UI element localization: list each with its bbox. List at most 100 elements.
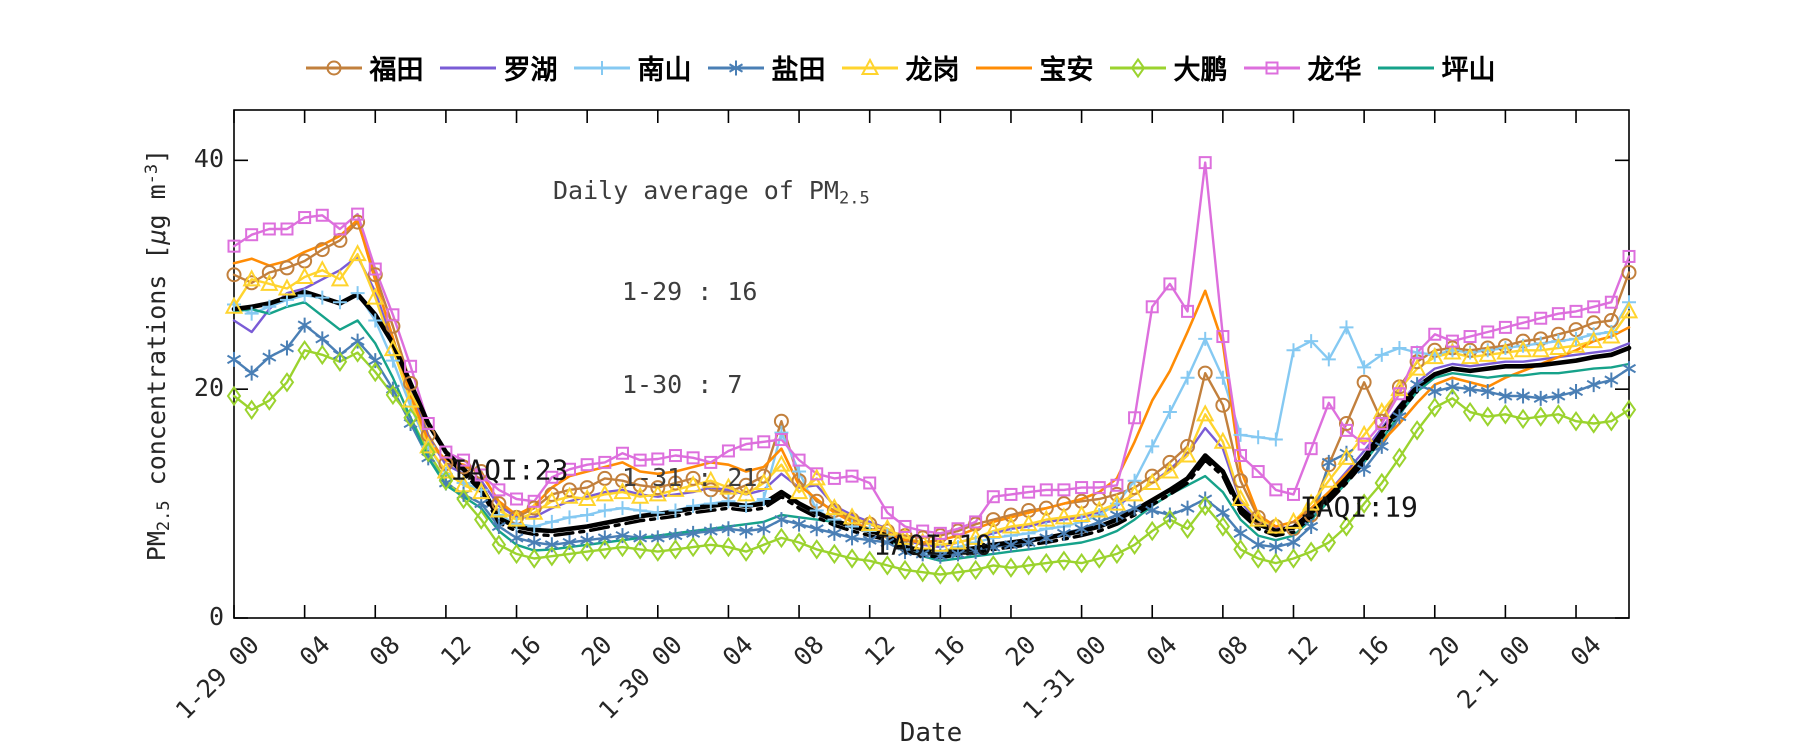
longhua-marker [704, 455, 718, 469]
dapeng-marker [1374, 472, 1390, 494]
dapeng-marker [262, 390, 277, 411]
nanshan-marker [544, 514, 559, 529]
legend-item-longgang: 龙岗 [841, 48, 960, 87]
nanshan-marker [1180, 370, 1195, 385]
dapeng-marker [1109, 543, 1125, 565]
longgang-marker [260, 273, 279, 291]
longhua-marker [1375, 416, 1389, 430]
dapeng-marker [1250, 548, 1266, 569]
futian-marker [544, 486, 560, 502]
dapeng-legend-sample [1109, 57, 1166, 78]
longhua-marker [333, 222, 347, 236]
longhua-marker [563, 462, 577, 476]
longgang-marker [1531, 340, 1550, 358]
longgang-marker [1354, 424, 1374, 442]
y-tick-label: 0 [208, 602, 224, 631]
yantian-marker [1145, 502, 1160, 518]
dapeng-marker [244, 399, 259, 421]
longhua-marker [880, 506, 894, 520]
longhua-marker [527, 494, 541, 508]
longhua-marker [598, 455, 612, 469]
longhua-marker [1392, 387, 1406, 401]
legend-item-baoan: 宝安 [975, 48, 1094, 87]
nanshan-marker [527, 519, 542, 534]
yantian-marker [862, 532, 877, 548]
longhua-marker [633, 453, 647, 467]
yantian-marker [1604, 372, 1619, 388]
yantian-marker [297, 317, 312, 333]
yantian-marker [491, 518, 506, 534]
daily-average-title: Daily average of PM2.5 [553, 176, 870, 208]
dapeng-marker [1568, 410, 1584, 432]
longgang-marker [701, 470, 720, 488]
longgang-marker [1478, 344, 1497, 362]
yantian-marker [1621, 361, 1637, 377]
longgang-marker [1231, 488, 1250, 507]
dapeng-marker [1498, 404, 1513, 425]
dapeng-marker [1533, 406, 1548, 427]
legend-label-luohu: 罗湖 [503, 55, 558, 86]
yantian-marker [279, 340, 294, 356]
longgang-legend-marker [860, 57, 879, 75]
yantian-marker [1445, 379, 1460, 395]
longhua-marker [1498, 320, 1512, 334]
mu-symbol: μ [141, 229, 171, 245]
iaqi-annotation-1: IAQI:23 [450, 453, 569, 487]
dapeng-marker [950, 561, 966, 583]
longgang-marker [1143, 472, 1162, 490]
longgang-marker [683, 475, 703, 493]
longgang-marker [595, 484, 614, 502]
futian-marker [1356, 374, 1372, 390]
dapeng-marker [1356, 493, 1372, 514]
longgang-marker [489, 500, 509, 518]
dapeng-marker [1039, 552, 1054, 574]
longgang-marker [825, 498, 844, 516]
nanshan-marker [1374, 347, 1389, 362]
longhua-marker [1534, 311, 1548, 325]
nanshan-marker [774, 425, 789, 440]
futian-marker [1180, 438, 1196, 454]
legend-item-pingshan: 坪山 [1377, 48, 1496, 87]
pingshan-legend-sample [1377, 66, 1434, 69]
dapeng-marker [1445, 388, 1460, 409]
longgang-marker [560, 486, 579, 504]
longgang-marker [525, 502, 544, 520]
longhua-marker [368, 262, 382, 276]
longhua-marker [1428, 327, 1442, 341]
series-line-nanshan [232, 291, 1631, 556]
futian-legend-marker [326, 60, 341, 75]
longgang-marker [348, 244, 367, 262]
futian-marker [1197, 365, 1213, 381]
nanshan-marker [1392, 340, 1407, 355]
longgang-marker [577, 488, 597, 507]
dapeng-marker [1056, 550, 1072, 572]
futian-marker [614, 473, 630, 489]
longgang-marker [295, 266, 314, 285]
dapeng-marker [1409, 420, 1425, 441]
series-line-pingshan [232, 301, 1631, 562]
longhua-marker [439, 445, 453, 459]
longhua-marker [845, 469, 859, 483]
dapeng-marker [1515, 408, 1531, 430]
yantian-marker [1304, 518, 1319, 534]
yantian-marker [226, 351, 242, 367]
dapeng-marker [597, 539, 613, 560]
futian-marker [261, 264, 277, 280]
dapeng-marker [827, 543, 842, 565]
futian-marker [1003, 507, 1019, 523]
futian-marker [1338, 415, 1354, 431]
yantian-marker [986, 539, 1001, 555]
longhua-marker [1322, 396, 1336, 410]
dapeng-marker [915, 561, 930, 583]
yantian-marker [1374, 438, 1389, 454]
dapeng-marker [1462, 401, 1478, 423]
longgang-marker [1284, 511, 1303, 529]
yantian-marker [1498, 388, 1513, 404]
futian-marker [1233, 473, 1249, 489]
longgang-marker [1037, 509, 1056, 527]
nanshan-marker [756, 492, 771, 507]
longhua-marker [227, 239, 241, 253]
yantian-marker [809, 521, 824, 537]
longgang-marker [807, 468, 826, 486]
longgang-marker [860, 514, 879, 532]
